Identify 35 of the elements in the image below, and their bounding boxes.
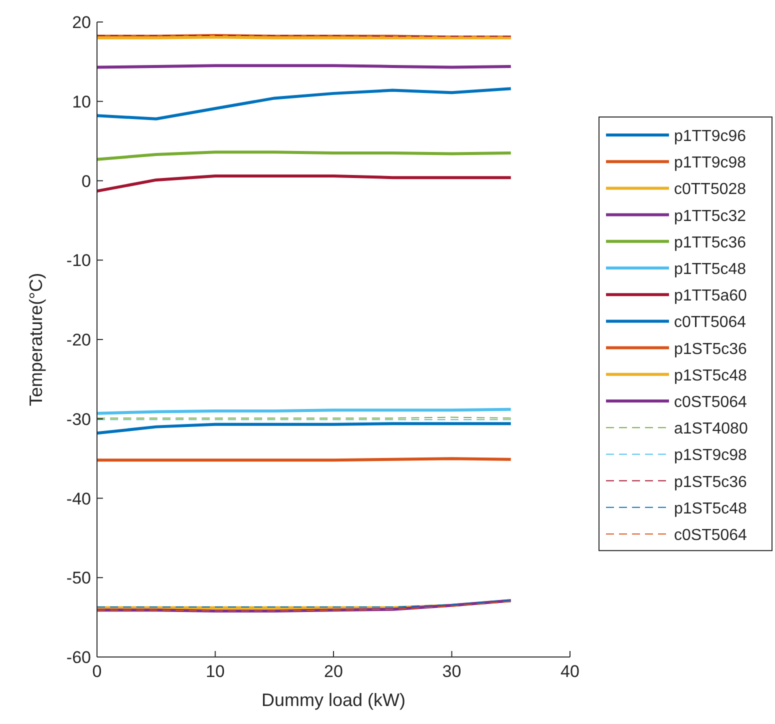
line-series (96, 174, 512, 193)
x-axis-title: Dummy load (kW) (261, 690, 406, 710)
legend-label: p1ST5c36 (674, 474, 748, 491)
legend-label: p1ST9c98 (674, 447, 748, 464)
legend-label: c0TT5064 (674, 314, 746, 332)
x-tick-label: 20 (324, 662, 343, 681)
line-series (96, 422, 512, 435)
legend-label: p1TT9c96 (674, 128, 746, 145)
x-tick-label: 30 (442, 662, 462, 681)
legend-label: p1TT5c36 (674, 234, 746, 252)
legend-label: p1TT5c32 (674, 208, 746, 225)
y-tick-label: 0 (82, 172, 91, 191)
y-tick-label: -10 (66, 251, 91, 270)
legend-label: p1TT5c48 (674, 261, 746, 278)
legend-label: p1TT9c98 (674, 154, 746, 172)
x-tick-label: 10 (206, 662, 225, 681)
legend-label: p1ST5c48 (674, 367, 748, 384)
legend-label: c0ST5064 (674, 527, 748, 544)
y-tick-label: 20 (72, 13, 91, 32)
line-series (96, 150, 512, 161)
y-tick-label: 10 (72, 92, 91, 112)
legend-label: p1ST5c48 (674, 500, 748, 518)
legend-label: p1ST5c36 (674, 340, 748, 358)
x-tick-label: 40 (560, 662, 580, 681)
y-tick-label: -60 (66, 648, 91, 667)
y-tick-label: -20 (66, 330, 91, 350)
y-tick-label: -50 (66, 568, 91, 588)
legend-label: c0ST5064 (674, 394, 748, 411)
legend-label: c0TT5028 (674, 181, 746, 198)
legend-label: a1ST4080 (674, 420, 748, 438)
y-tick-label: -30 (66, 410, 91, 429)
legend-label: p1TT5a60 (674, 288, 748, 305)
y-axis-title: Temperature(°C) (26, 272, 46, 406)
y-tick-label: -40 (66, 489, 91, 508)
line-series (96, 87, 512, 120)
